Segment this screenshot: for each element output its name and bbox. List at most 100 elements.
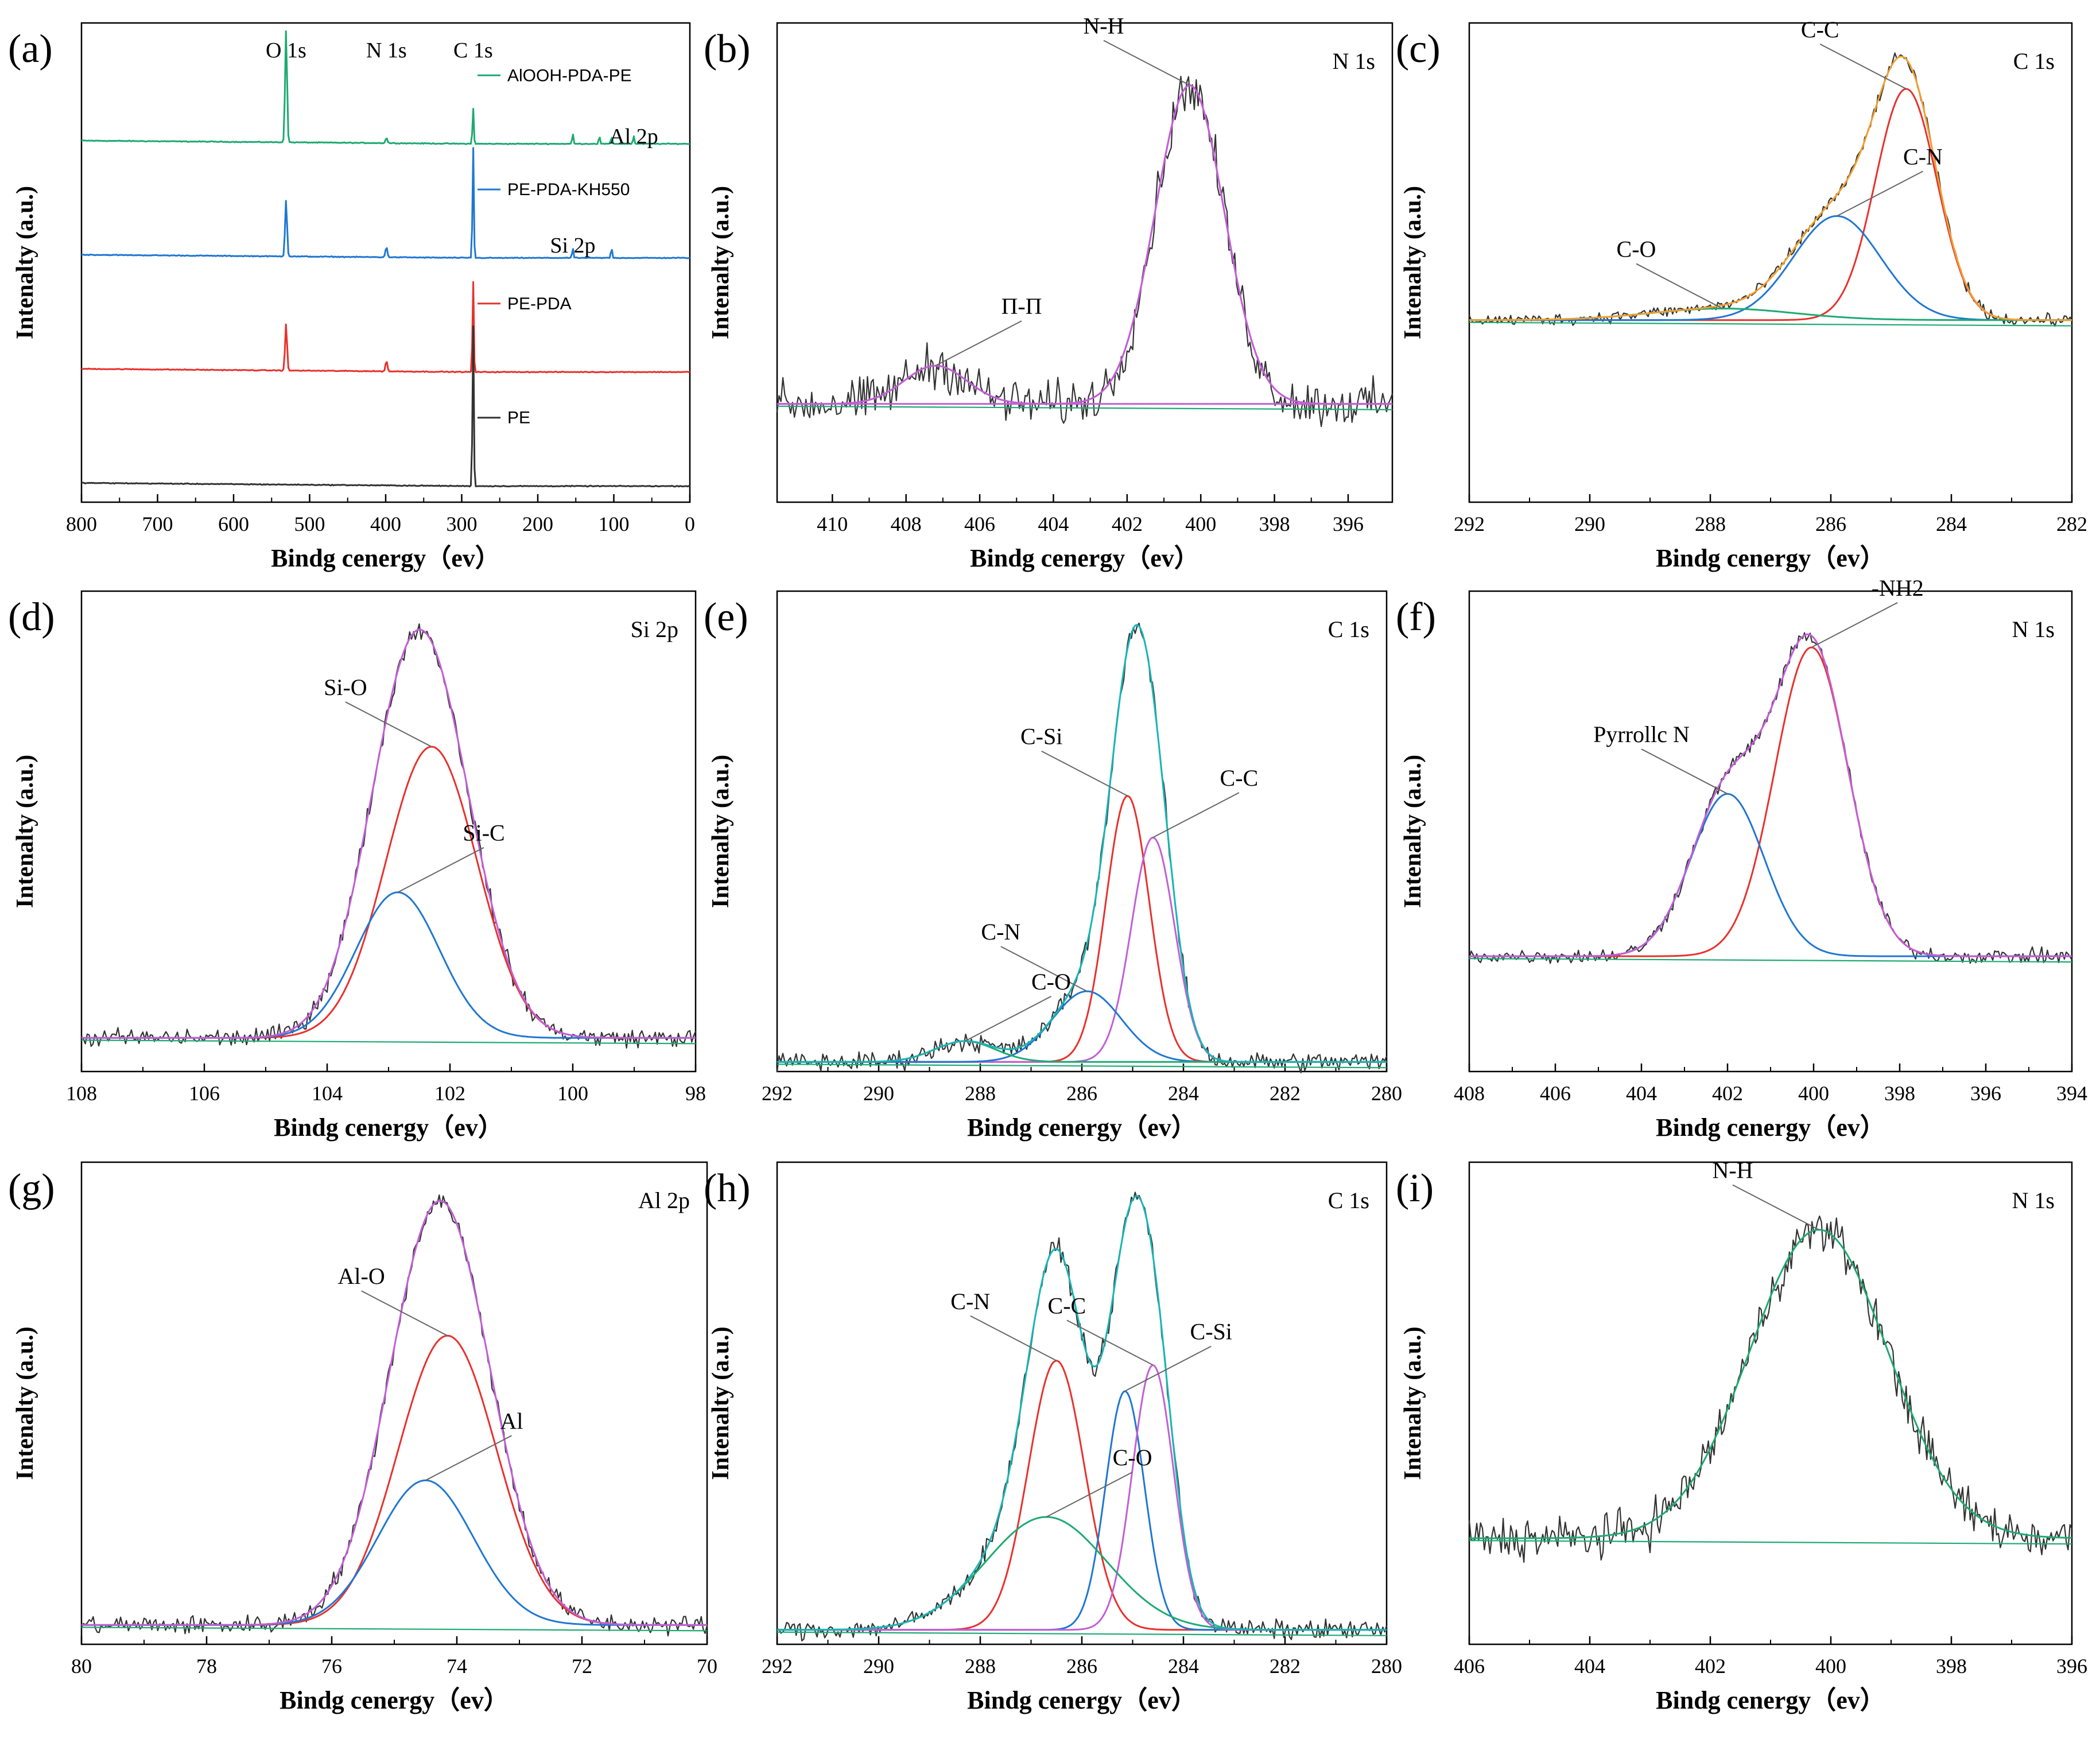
envelope-fit-line bbox=[81, 1200, 707, 1626]
x-tick-label: 284 bbox=[1936, 513, 1967, 535]
x-tick-label: 404 bbox=[1038, 513, 1069, 535]
raw-spectrum-line bbox=[776, 622, 1388, 1074]
raw-spectrum-line bbox=[1468, 632, 2072, 964]
x-tick-label: 290 bbox=[863, 1655, 894, 1678]
raw-spectrum-line bbox=[1468, 1215, 2072, 1563]
legend-label: PE-PDA-KH550 bbox=[507, 180, 630, 199]
survey-line-pe-pda bbox=[81, 281, 690, 374]
annotation-arrow bbox=[1103, 40, 1190, 86]
core-level-label: N 1s bbox=[2012, 616, 2055, 642]
x-tick-label: 100 bbox=[557, 1082, 588, 1105]
peak-annotation: N-H bbox=[1712, 1158, 1753, 1183]
raw-spectrum-line bbox=[1468, 52, 2072, 327]
y-axis-title: Intenalty (a.u.) bbox=[1400, 1326, 1426, 1480]
component-peak-c-o bbox=[777, 1516, 1387, 1631]
envelope-fit-line bbox=[777, 624, 1387, 1063]
x-tick-label: 406 bbox=[1540, 1082, 1571, 1105]
panel-g: 80 78 76 74 72 70 Bindg cenergy（ev） Intenalty (… bbox=[8, 1161, 717, 1714]
annotation-arrow bbox=[1046, 1472, 1133, 1518]
annotation-arrow bbox=[361, 1290, 448, 1337]
x-axis-title: Bindg cenergy（ev） bbox=[280, 1686, 509, 1714]
annotation-arrow bbox=[1811, 602, 1898, 648]
annotation-arrow bbox=[1066, 1319, 1154, 1366]
x-tick-label: 0 bbox=[685, 513, 695, 535]
x-tick-label: 402 bbox=[1112, 513, 1143, 535]
x-axis-title: Bindg cenergy（ev） bbox=[967, 1686, 1197, 1714]
peak-annotation: C-O bbox=[1617, 236, 1656, 262]
background-line bbox=[1469, 321, 2072, 327]
panel-b: 410 408 406 404 402 400 398 396 Bindg cenergy（ev… bbox=[704, 13, 1393, 572]
legend-label: AlOOH-PDA-PE bbox=[507, 66, 632, 85]
y-axis-title: Intenalty (a.u.) bbox=[1400, 186, 1426, 339]
x-tick-label: 98 bbox=[685, 1082, 706, 1105]
survey-line-pe-pda-kh550 bbox=[81, 147, 690, 259]
component-peak-c-si bbox=[777, 1390, 1387, 1631]
annotation-arrow bbox=[1041, 750, 1128, 797]
x-tick-label: 288 bbox=[965, 1655, 996, 1678]
component-peak-pyrrollc-n bbox=[1469, 793, 2072, 957]
panel-letter: (i) bbox=[1396, 1166, 1434, 1210]
survey-peak-label: Si 2p bbox=[550, 234, 595, 258]
core-level-label: Si 2p bbox=[631, 616, 678, 642]
x-tick-label: 400 bbox=[370, 513, 401, 535]
peak-annotation: C-C bbox=[1220, 765, 1259, 791]
x-tick-label: 396 bbox=[1333, 513, 1364, 535]
panel-a: 800 700 600 500 400 300 200 100 0 Bindg cenergy（e… bbox=[8, 22, 695, 572]
x-tick-label: 104 bbox=[312, 1082, 343, 1105]
x-tick-label: 396 bbox=[1970, 1082, 2001, 1105]
x-tick-label: 284 bbox=[1168, 1655, 1199, 1678]
panel-letter: (a) bbox=[8, 27, 53, 71]
raw-spectrum-line bbox=[81, 1194, 708, 1637]
x-tick-label: 102 bbox=[434, 1082, 465, 1105]
core-level-label: Al 2p bbox=[638, 1187, 690, 1213]
annotation-arrow bbox=[1837, 170, 1923, 217]
legend-label: PE bbox=[507, 409, 530, 428]
x-axis-title: Bindg cenergy（ev） bbox=[1656, 1113, 1885, 1142]
panel-h: 292 290 288 286 284 282 280 Bindg cenergy（ev） In… bbox=[704, 1161, 1402, 1714]
x-tick-label: 282 bbox=[1270, 1655, 1301, 1678]
peak-annotation: C-N bbox=[950, 1288, 990, 1314]
component-peak-n-h bbox=[1469, 1229, 2072, 1539]
peak-annotation: C-N bbox=[1903, 143, 1943, 169]
envelope-fit-line bbox=[777, 1195, 1387, 1631]
x-tick-label: 76 bbox=[321, 1655, 342, 1678]
x-tick-label: 282 bbox=[1270, 1082, 1301, 1105]
x-axis-title: Bindg cenergy（ev） bbox=[970, 544, 1200, 572]
background-line bbox=[1469, 957, 2072, 963]
plot-frame bbox=[1468, 1161, 2073, 1645]
x-tick-label: 286 bbox=[1066, 1082, 1097, 1105]
peak-annotation: C-C bbox=[1801, 17, 1839, 42]
envelope-fit-line bbox=[1469, 56, 2072, 321]
plot-frame bbox=[1468, 22, 2073, 503]
core-level-label: C 1s bbox=[1328, 1187, 1369, 1213]
survey-peak-label: N 1s bbox=[366, 38, 407, 63]
peak-annotation: Si-O bbox=[324, 674, 367, 700]
x-tick-label: 408 bbox=[1454, 1082, 1485, 1105]
panel-d: 108 106 104 102 100 98 Bindg cenergy（ev） Intena… bbox=[8, 590, 706, 1142]
annotation-arrow bbox=[1636, 263, 1723, 309]
component-peak-al-o bbox=[81, 1334, 707, 1626]
x-tick-label: 404 bbox=[1574, 1655, 1605, 1678]
peak-annotation: N-H bbox=[1083, 13, 1124, 39]
annotation-arrow bbox=[1152, 792, 1240, 839]
panel-i: 406 404 402 400 398 396 Bindg cenergy（ev） Inten… bbox=[1396, 1158, 2087, 1714]
component-peak-si-o bbox=[81, 746, 696, 1039]
component-peak-c-c bbox=[777, 836, 1387, 1063]
component-peak-c-n bbox=[1469, 215, 2072, 321]
panel-letter: (f) bbox=[1396, 595, 1436, 639]
x-tick-label: 398 bbox=[1259, 513, 1290, 535]
survey-line-pe bbox=[81, 325, 690, 488]
panel-letter: (c) bbox=[1396, 27, 1441, 71]
survey-peak-label: O 1s bbox=[266, 38, 306, 63]
peak-annotation: -NH2 bbox=[1872, 575, 1924, 601]
x-tick-label: 292 bbox=[1454, 513, 1485, 535]
annotation-arrow bbox=[1124, 1345, 1212, 1392]
legend-label: PE-PDA bbox=[507, 294, 572, 313]
plot-frame bbox=[1468, 590, 2073, 1073]
panel-e: 292 290 288 286 284 282 280 Bindg cenergy（ev） In… bbox=[704, 590, 1402, 1142]
envelope-fit-line bbox=[81, 628, 696, 1039]
annotation-arrow bbox=[964, 996, 1051, 1042]
background-line bbox=[1469, 1540, 2072, 1545]
y-axis-title: Intenalty (a.u.) bbox=[12, 186, 38, 339]
x-tick-label: 402 bbox=[1695, 1655, 1726, 1678]
